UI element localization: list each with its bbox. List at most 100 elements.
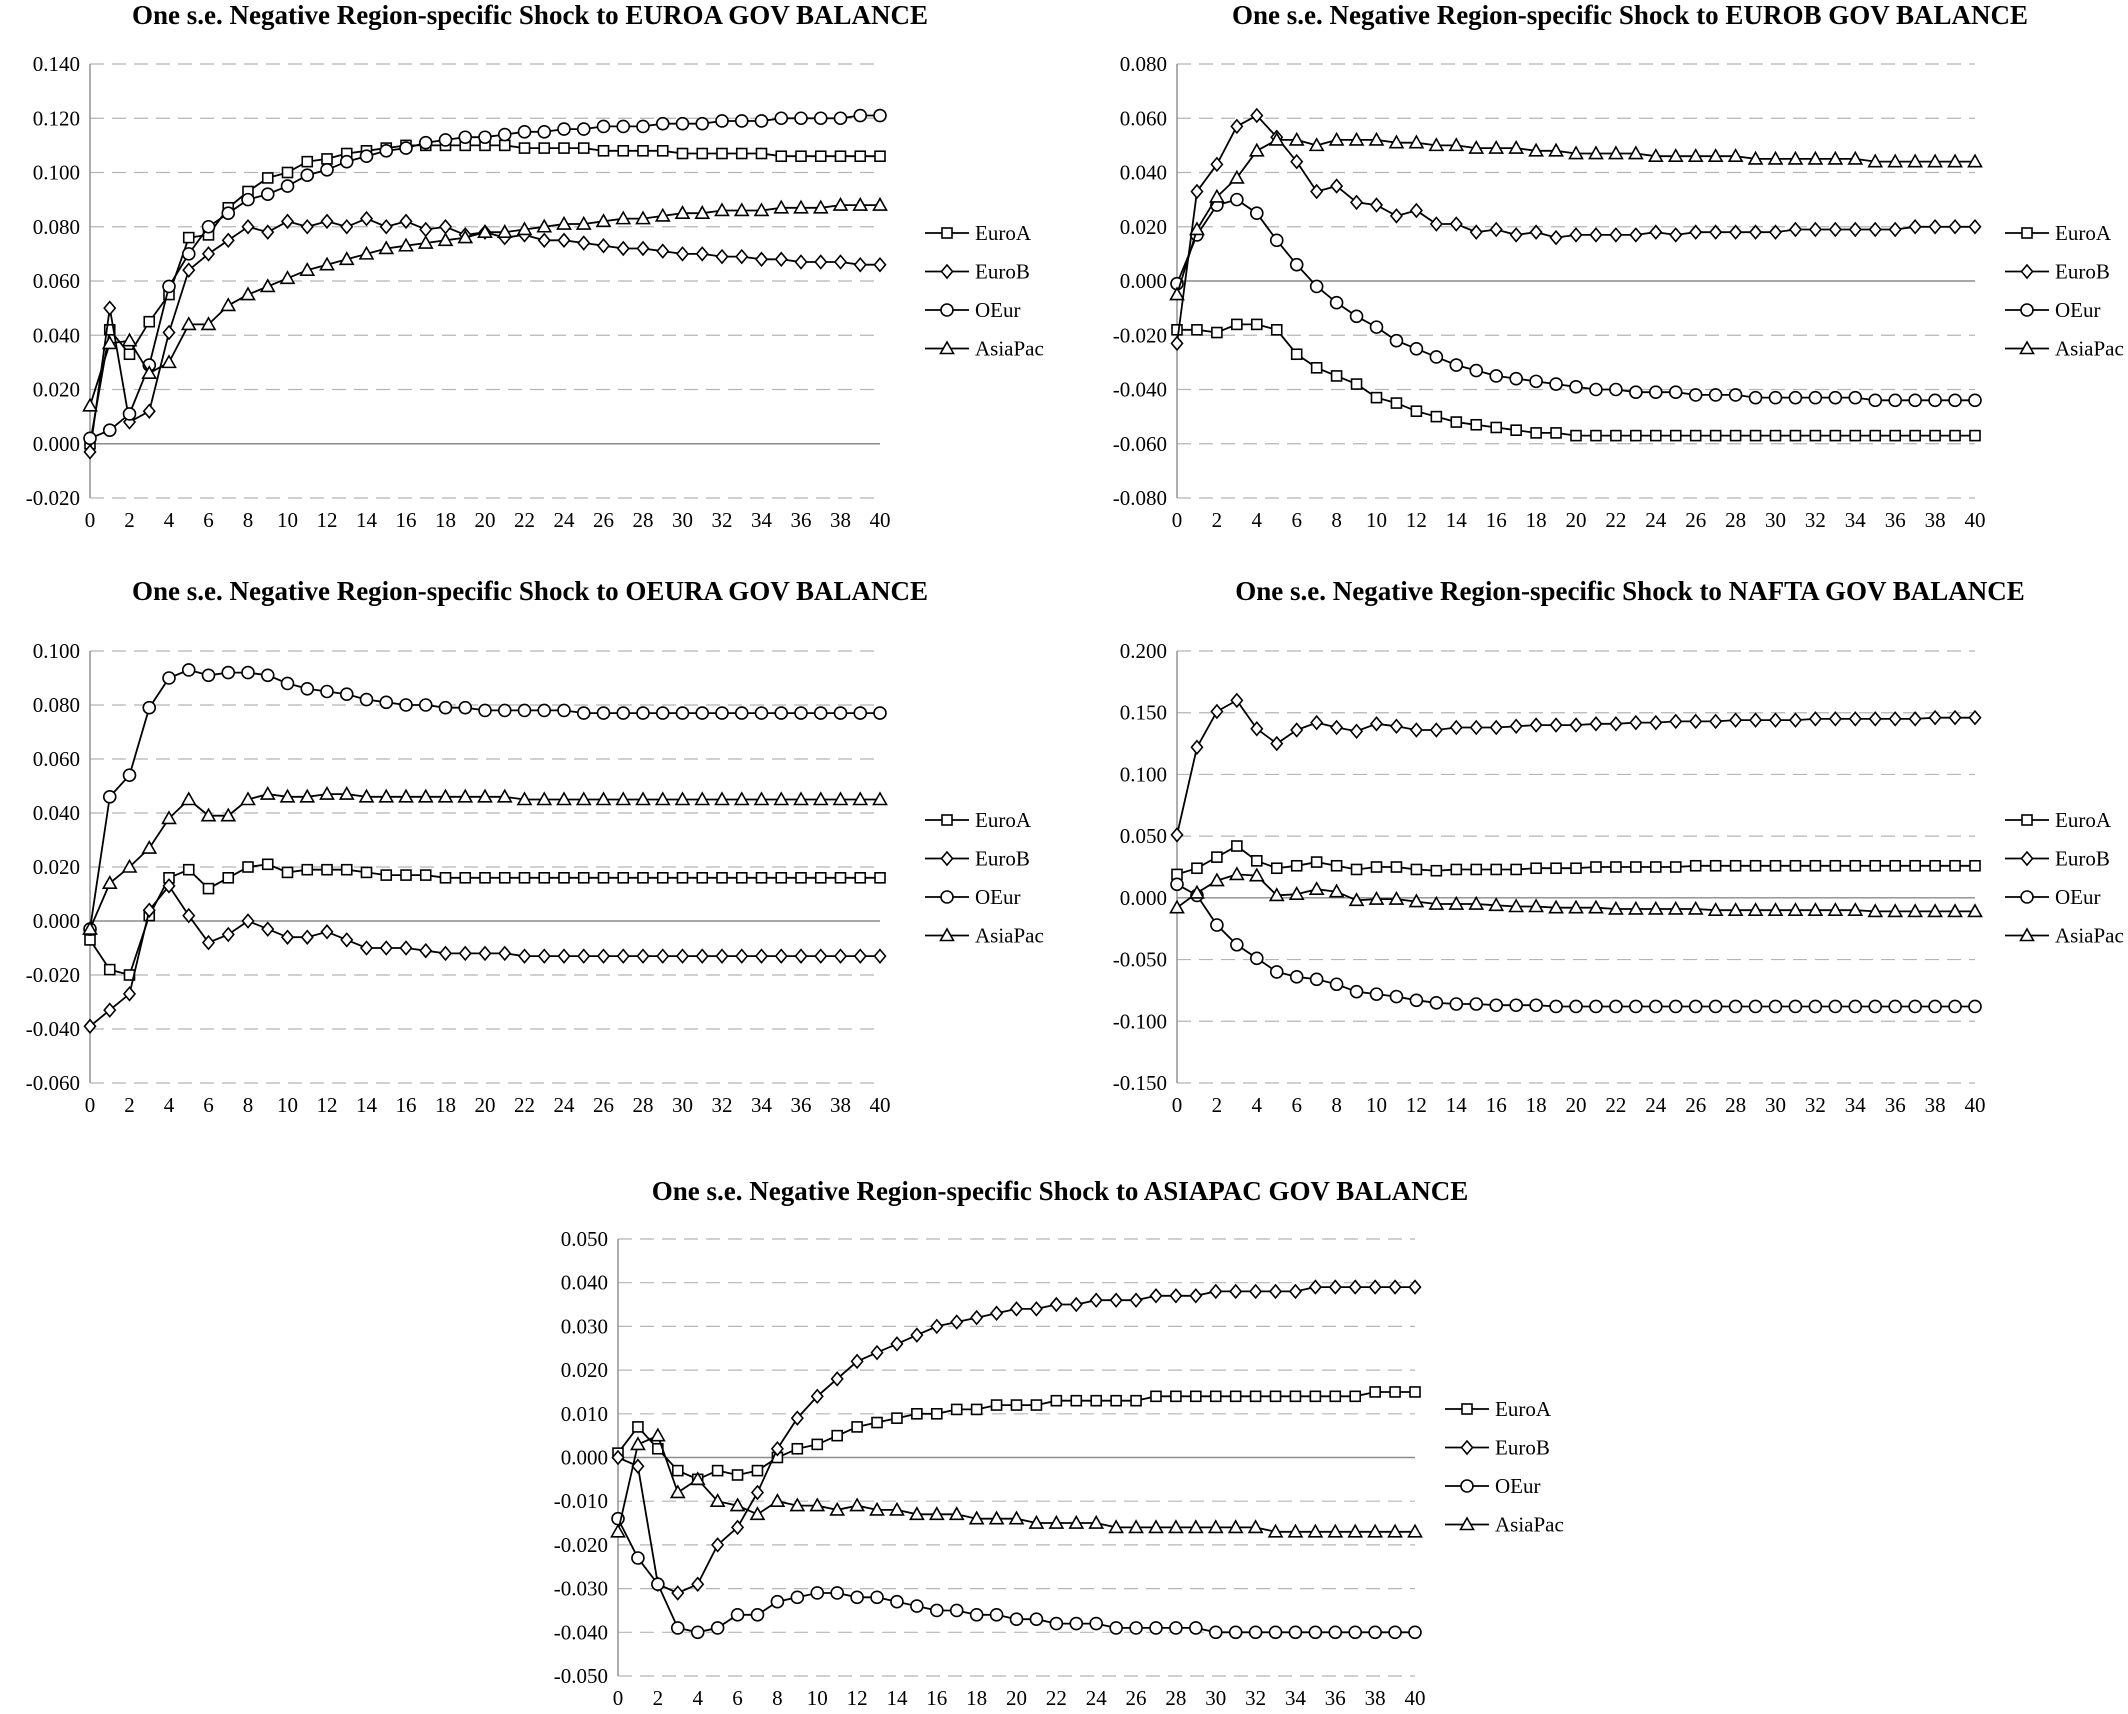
y-tick-label: 0.060	[1120, 106, 1167, 130]
data-point	[1251, 855, 1263, 867]
x-tick-label: 30	[672, 508, 693, 532]
x-tick-label: 6	[1291, 508, 1302, 532]
data-point	[1709, 859, 1722, 872]
data-point	[1788, 390, 1803, 405]
data-point	[1389, 333, 1404, 348]
data-point	[1828, 711, 1842, 727]
data-point	[557, 948, 571, 964]
x-tick-label: 30	[1205, 1686, 1226, 1710]
data-point	[419, 869, 432, 881]
data-point	[201, 219, 216, 234]
x-tick-label: 24	[1645, 508, 1667, 532]
data-point	[1189, 884, 1205, 899]
data-point	[142, 700, 157, 715]
data-point	[1209, 1390, 1222, 1403]
data-point	[1489, 998, 1503, 1013]
data-point	[1928, 999, 1942, 1014]
data-point	[379, 695, 394, 710]
data-point	[874, 150, 886, 163]
data-point	[259, 278, 276, 293]
data-point	[1409, 1386, 1421, 1398]
data-point	[1468, 139, 1485, 154]
data-point	[695, 246, 709, 262]
data-point	[517, 948, 532, 964]
data-point	[1388, 1625, 1402, 1640]
data-point	[1948, 393, 1962, 408]
data-point	[1609, 382, 1623, 397]
legend-item: EuroB	[2005, 260, 2110, 284]
data-point	[1888, 711, 1902, 727]
data-point	[1768, 224, 1783, 240]
legend-label: OEur	[1495, 1474, 1541, 1498]
data-point	[1767, 902, 1784, 917]
data-point	[141, 839, 158, 854]
x-tick-label: 32	[1805, 1093, 1826, 1117]
data-point	[656, 243, 670, 259]
data-point	[809, 1497, 826, 1512]
data-point	[990, 1399, 1003, 1411]
data-point	[1288, 1625, 1303, 1640]
data-point	[280, 179, 295, 193]
data-point	[261, 921, 275, 937]
x-tick-label: 14	[886, 1686, 908, 1710]
data-point	[1888, 221, 1902, 238]
data-point	[671, 1464, 684, 1477]
data-point	[340, 932, 354, 948]
data-point	[833, 706, 848, 720]
data-point	[751, 1464, 764, 1477]
data-point	[1509, 227, 1523, 243]
data-point	[1309, 1390, 1322, 1403]
data-point	[651, 1577, 665, 1592]
data-point	[1508, 898, 1525, 913]
data-point	[1310, 714, 1324, 731]
data-point	[1089, 1616, 1103, 1631]
data-point	[1948, 219, 1962, 235]
data-point	[1408, 134, 1425, 149]
data-point	[1410, 405, 1423, 418]
data-point	[1170, 827, 1184, 843]
data-point	[201, 246, 216, 262]
series-eurob	[1170, 692, 1982, 843]
data-point	[102, 423, 117, 437]
data-point	[182, 863, 195, 876]
data-point	[1268, 1283, 1283, 1300]
data-point	[458, 130, 473, 145]
data-point	[537, 703, 552, 718]
data-point	[1409, 342, 1424, 356]
data-point	[123, 348, 136, 361]
data-point	[1288, 1283, 1302, 1300]
data-point	[1187, 1519, 1204, 1534]
x-tick-label: 24	[554, 1093, 576, 1117]
data-point	[1308, 1625, 1323, 1640]
data-point	[279, 788, 296, 803]
data-point	[1048, 1514, 1065, 1529]
data-point	[576, 706, 591, 720]
data-point	[1389, 1386, 1401, 1398]
data-point	[1688, 388, 1703, 402]
data-point	[1630, 429, 1642, 442]
x-tick-label: 40	[1965, 1093, 1986, 1117]
legend-item: EuroA	[925, 221, 1032, 245]
data-point	[1609, 716, 1623, 732]
x-tick-label: 36	[1885, 1093, 1906, 1117]
data-point	[478, 130, 492, 145]
data-point	[1748, 390, 1763, 405]
data-point	[716, 147, 728, 160]
y-tick-label: 0.010	[561, 1402, 608, 1426]
data-point	[1627, 900, 1644, 915]
data-point	[1328, 883, 1345, 898]
legend-label: EuroB	[1495, 1436, 1550, 1460]
data-point	[950, 1314, 964, 1330]
series-asiapac	[82, 785, 888, 935]
data-point	[1609, 999, 1623, 1014]
data-point	[1350, 378, 1363, 390]
x-tick-label: 4	[1252, 508, 1263, 532]
x-tick-label: 38	[830, 508, 851, 532]
data-point	[1848, 711, 1862, 727]
x-tick-label: 4	[164, 508, 175, 532]
data-point	[1689, 429, 1702, 442]
data-point	[1149, 1288, 1163, 1304]
data-point	[1509, 371, 1523, 386]
data-point	[670, 1621, 685, 1635]
data-point	[1589, 382, 1603, 397]
